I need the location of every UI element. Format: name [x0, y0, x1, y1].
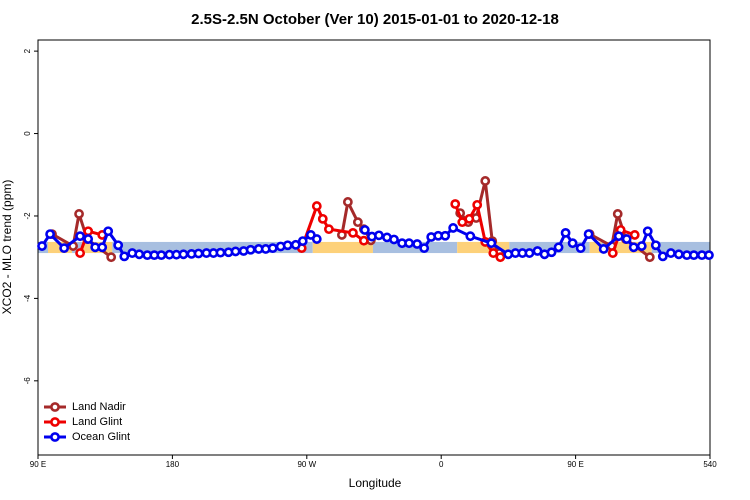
- data-point: [472, 199, 483, 210]
- data-point: [311, 201, 322, 211]
- data-point: [665, 248, 676, 258]
- y-tick-label: -6: [23, 377, 32, 385]
- data-point: [215, 247, 226, 258]
- data-point: [97, 242, 108, 253]
- surface-band: [589, 241, 602, 254]
- data-point: [657, 251, 668, 262]
- surface-band: [509, 241, 590, 254]
- data-point: [704, 250, 714, 261]
- surface-band: [312, 241, 373, 254]
- data-point: [546, 247, 557, 258]
- data-point: [583, 229, 594, 240]
- data-point: [106, 252, 117, 263]
- data-point: [178, 249, 189, 260]
- data-point: [404, 238, 414, 249]
- legend: Land Nadir Land Glint Ocean Glint: [44, 401, 130, 443]
- data-point: [324, 224, 334, 235]
- data-point: [621, 234, 632, 244]
- data-point: [59, 243, 70, 254]
- legend-marker: [50, 402, 60, 412]
- data-point: [575, 243, 586, 254]
- data-point: [193, 248, 204, 259]
- data-point: [389, 234, 399, 245]
- x-tick-label: 540: [703, 460, 717, 469]
- data-point: [412, 239, 423, 249]
- data-point: [598, 244, 609, 254]
- data-point: [613, 231, 624, 242]
- data-point: [480, 176, 491, 186]
- data-point: [448, 223, 459, 233]
- data-point: [119, 251, 130, 262]
- data-point: [113, 240, 124, 251]
- data-point: [230, 246, 241, 257]
- y-tick-label: -4: [23, 294, 32, 302]
- data-point: [75, 248, 86, 258]
- data-point: [75, 231, 86, 242]
- data-point: [156, 250, 167, 261]
- data-point: [37, 241, 47, 251]
- data-point: [317, 213, 328, 224]
- data-point: [464, 213, 475, 224]
- data-point: [83, 226, 94, 237]
- data-point: [342, 197, 353, 207]
- data-point: [290, 239, 301, 250]
- data-point: [358, 235, 369, 246]
- legend-label: Ocean Glint: [72, 431, 130, 443]
- data-point: [636, 241, 647, 251]
- data-point: [352, 217, 363, 228]
- y-axis-label: XCO2 - MLO trend (ppm): [0, 180, 14, 315]
- data-point: [673, 249, 684, 260]
- data-point: [629, 230, 640, 240]
- legend-marker: [50, 432, 60, 442]
- data-point: [359, 225, 370, 235]
- data-point: [607, 248, 618, 258]
- data-point: [488, 248, 499, 258]
- data-point: [348, 227, 358, 238]
- data-point: [524, 248, 535, 258]
- legend-marker: [50, 417, 60, 427]
- x-axis-label: Longitude: [349, 476, 402, 490]
- data-point: [419, 243, 430, 254]
- data-point: [650, 240, 661, 251]
- x-tick-label: 0: [439, 460, 444, 469]
- data-point: [688, 250, 699, 261]
- surface-band: [112, 241, 313, 254]
- data-point: [553, 242, 564, 253]
- data-point: [134, 249, 145, 260]
- data-point: [374, 230, 384, 241]
- surface-band: [457, 241, 510, 254]
- data-point: [440, 230, 451, 241]
- data-point: [74, 209, 84, 219]
- data-point: [567, 238, 578, 249]
- data-point: [642, 226, 653, 237]
- x-tick-label: 90 W: [297, 460, 316, 469]
- legend-label: Land Nadir: [72, 401, 126, 413]
- data-point: [267, 243, 278, 254]
- data-point: [495, 252, 506, 263]
- x-tick-label: 90 E: [567, 460, 583, 469]
- legend-label: Land Glint: [72, 416, 122, 428]
- data-point: [628, 242, 639, 253]
- surface-band: [651, 241, 710, 254]
- x-tick-label: 90 E: [30, 460, 46, 469]
- y-tick-label: 0: [23, 131, 32, 136]
- data-point: [311, 234, 322, 244]
- data-point: [560, 227, 571, 238]
- data-point: [282, 240, 293, 251]
- y-tick-label: 2: [23, 48, 32, 53]
- data-point: [465, 231, 476, 242]
- x-tick-label: 180: [166, 460, 180, 469]
- data-point: [245, 244, 256, 255]
- data-point: [45, 229, 55, 240]
- data-point: [450, 199, 461, 209]
- data-point: [644, 252, 655, 263]
- data-point: [612, 209, 623, 219]
- chart-title: 2.5S-2.5N October (Ver 10) 2015-01-01 to…: [191, 11, 559, 28]
- data-point: [297, 236, 308, 247]
- y-tick-label: -2: [23, 212, 32, 220]
- data-point: [83, 234, 94, 244]
- data-point: [486, 238, 497, 249]
- data-point: [103, 226, 114, 237]
